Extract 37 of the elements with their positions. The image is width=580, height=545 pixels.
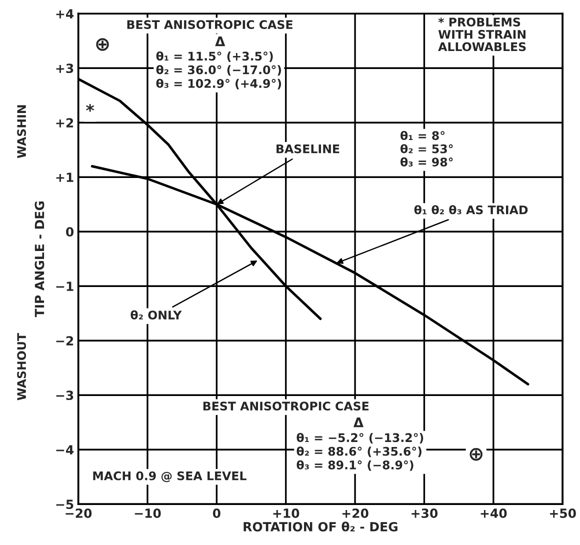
- annotation: BASELINE: [276, 144, 340, 154]
- annotation: θ₁ = 8° θ₂ = 53° θ₃ = 98°: [400, 130, 453, 167]
- x-tick-label: +30: [412, 508, 438, 518]
- annotation: MACH 0.9 @ SEA LEVEL: [93, 471, 246, 482]
- annotation: ⊕: [470, 448, 482, 461]
- y-axis-title: TIP ANGLE - DEG: [34, 201, 44, 318]
- x-axis-title: ROTATION OF θ₂ - DEG: [244, 522, 398, 532]
- y-tick-label: +4: [56, 9, 74, 18]
- x-tick-label: +50: [550, 508, 576, 518]
- x-tick-label: −10: [134, 508, 161, 518]
- y-tick-label: −5: [56, 500, 74, 510]
- text: WASHIN: [17, 105, 26, 158]
- annotation: BEST ANISOTROPIC CASE: [203, 402, 369, 411]
- annotation: ⊕: [96, 38, 109, 51]
- y-tick-label: −1: [56, 282, 74, 291]
- annotation: *: [86, 104, 94, 112]
- y-tick-label: 0: [66, 227, 74, 237]
- x-tick-label: +40: [480, 508, 507, 518]
- annotation: θ₁ = 11.5° (+3.5°) θ₂ = 36.0° (−17.0°) θ₃ = 102.9° (+4.9°): [156, 51, 282, 90]
- y-tick-label: −3: [56, 390, 74, 400]
- x-tick-label: +10: [273, 508, 300, 518]
- annotation: θ₁ = −5.2° (−13.2°) θ₂ = 88.6° (+35.6°) θ₃ = 89.1° (−8.9°): [296, 432, 424, 471]
- y-tick-label: −2: [56, 336, 74, 346]
- annotation: θ₂ ONLY: [130, 310, 182, 320]
- annotation: Δ: [215, 36, 226, 46]
- annotation: θ₁ θ₂ θ₃ AS TRIAD: [414, 205, 528, 214]
- annotation: Δ: [353, 417, 364, 428]
- x-tick-label: −20: [66, 508, 92, 518]
- y-tick-label: +1: [56, 172, 74, 182]
- text: WASHOUT: [17, 333, 26, 400]
- x-tick-label: +20: [342, 508, 368, 518]
- y-tick-label: +2: [56, 118, 74, 128]
- annotation: * PROBLEMS WITH STRAIN ALLOWABLES: [438, 18, 526, 52]
- y-tick-label: −4: [56, 445, 74, 454]
- annotation: BEST ANISOTROPIC CASE: [127, 20, 292, 30]
- y-tick-label: +3: [56, 64, 74, 74]
- x-tick-label: 0: [212, 508, 220, 518]
